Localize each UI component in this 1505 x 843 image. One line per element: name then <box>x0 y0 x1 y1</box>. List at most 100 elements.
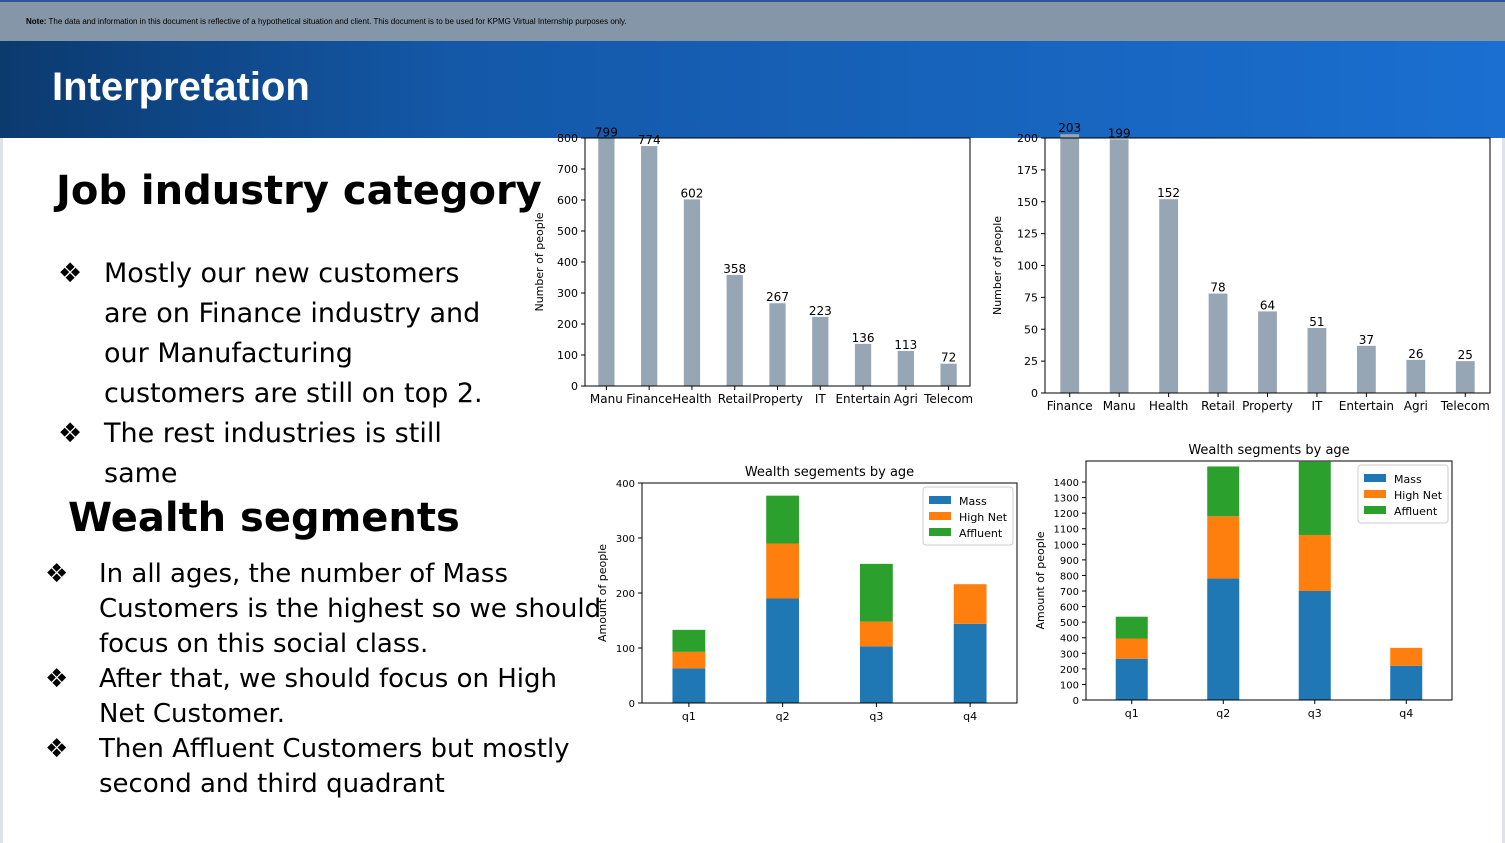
note-bar: Note: The data and information in this d… <box>0 0 1505 41</box>
bar-segment-affluent <box>766 495 800 544</box>
y-tick-label: 400 <box>557 256 578 269</box>
x-tick-label: Finance <box>1047 399 1093 413</box>
y-tick-label: 400 <box>1060 634 1079 645</box>
bar <box>854 343 872 386</box>
bar-segment-affluent <box>1298 461 1331 535</box>
bar <box>1208 293 1228 393</box>
bullet-diamond-icon: ❖ <box>58 258 83 289</box>
wealth-by-age-chart-old: Wealth segments by age Amount of people 0 1… <box>1034 443 1453 720</box>
bar-segment-high-net <box>1207 516 1240 579</box>
job-industry-bullets: ❖ Mostly our new customers are on Financ… <box>58 254 498 494</box>
chart-title: Wealth segements by age <box>745 465 914 480</box>
bar-segment-affluent <box>1207 466 1240 517</box>
bar-segment-high-net <box>1390 647 1423 666</box>
wealth-by-age-chart-new: Wealth segements by age Amount of people 0… <box>596 465 1018 723</box>
y-axis-label: Amount of people <box>1034 531 1047 629</box>
x-tick-label: q3 <box>869 710 883 723</box>
bar <box>1159 199 1179 393</box>
y-tick-label: 200 <box>557 318 578 331</box>
data-label: 37 <box>1359 333 1374 347</box>
y-tick-label: 125 <box>1017 228 1038 241</box>
x-tick-label: IT <box>1312 399 1324 413</box>
bullet-text: In all ages, the number of Mass Customer… <box>99 559 602 659</box>
bar-segment-high-net <box>1115 638 1148 659</box>
legend-swatch <box>1364 490 1386 498</box>
x-tick-label: q4 <box>963 710 977 723</box>
y-tick-label: 1200 <box>1054 509 1079 520</box>
data-label: 223 <box>809 304 832 318</box>
data-label: 602 <box>680 186 703 200</box>
bar <box>641 146 658 386</box>
y-tick-label: 0 <box>629 699 635 710</box>
legend-label: High Net <box>959 511 1008 524</box>
y-tick-label: 175 <box>1017 164 1038 177</box>
bar-segment-high-net <box>859 621 893 647</box>
note-label: Note: <box>26 17 47 26</box>
x-tick-label: Telecom <box>1440 399 1490 413</box>
plot-frame <box>1044 137 1491 394</box>
y-tick-label: 200 <box>616 589 635 600</box>
data-label: 78 <box>1210 281 1225 295</box>
y-tick-label: 700 <box>557 163 578 176</box>
bullet-item: ❖ In all ages, the number of Mass Custom… <box>45 557 605 662</box>
x-tick-label: Health <box>672 392 711 406</box>
data-label: 799 <box>595 125 618 139</box>
bar <box>683 199 701 386</box>
legend-swatch <box>929 528 951 536</box>
y-axis-label: Number of people <box>533 212 546 311</box>
bar <box>1258 311 1277 393</box>
chart-title: Wealth segments by age <box>1188 443 1349 458</box>
data-label: 358 <box>723 262 746 276</box>
x-tick-label: Manu <box>1103 399 1136 413</box>
bar <box>1109 139 1129 393</box>
bar-segment-affluent <box>859 563 893 622</box>
job-industry-chart-new: Number of people 0 25 50 75 100 125 150 175 200 20… <box>991 121 1491 413</box>
data-label: 25 <box>1458 348 1473 362</box>
bar <box>1307 327 1327 393</box>
y-tick-label: 500 <box>557 225 578 238</box>
legend-label: High Net <box>1394 489 1443 502</box>
y-tick-label: 0 <box>1031 387 1038 400</box>
legend-swatch <box>1364 474 1386 482</box>
legend-label: Mass <box>1394 473 1422 486</box>
bar-segment-mass <box>1298 591 1331 700</box>
bar-segment-mass <box>1390 665 1423 700</box>
bullet-item: ❖ Then Affluent Customers but mostly sec… <box>45 732 605 802</box>
legend-swatch <box>929 512 951 520</box>
bar-segment-high-net <box>672 651 706 669</box>
data-label: 199 <box>1108 126 1131 140</box>
plot-frame <box>584 137 971 387</box>
x-tick-label: Finance <box>626 392 672 406</box>
bullet-item: ❖ The rest industries is still same <box>58 414 498 494</box>
y-axis-label: Amount of people <box>596 544 609 642</box>
data-label: 113 <box>894 338 917 352</box>
job-industry-heading: Job industry category <box>56 168 542 214</box>
data-label: 267 <box>766 290 789 304</box>
x-tick-label: q2 <box>776 710 790 723</box>
legend-label: Mass <box>959 495 987 508</box>
x-tick-label: Entertain <box>1339 399 1394 413</box>
bullet-text: After that, we should focus on High Net … <box>99 664 558 729</box>
y-tick-label: 150 <box>1017 196 1038 209</box>
y-tick-label: 75 <box>1024 291 1038 304</box>
x-tick-label: Property <box>1242 399 1293 413</box>
y-tick-label: 300 <box>557 287 578 300</box>
y-tick-label: 1000 <box>1054 540 1079 551</box>
bullet-item: ❖ Mostly our new customers are on Financ… <box>58 254 498 414</box>
data-label: 136 <box>852 331 875 345</box>
title-bar: Interpretation <box>0 41 1505 138</box>
bar-segment-high-net <box>766 543 800 599</box>
x-tick-label: Retail <box>1201 399 1235 413</box>
bullet-text: Mostly our new customers are on Finance … <box>104 258 483 409</box>
data-label: 64 <box>1260 298 1275 312</box>
x-tick-label: Manu <box>590 392 623 406</box>
bar-segment-affluent <box>672 629 706 652</box>
x-tick-label: q3 <box>1308 707 1322 720</box>
x-tick-label: q1 <box>1125 707 1139 720</box>
y-tick-label: 100 <box>557 349 578 362</box>
y-tick-label: 50 <box>1024 323 1038 336</box>
x-tick-label: Entertain <box>835 392 890 406</box>
x-tick-label: q4 <box>1399 707 1413 720</box>
legend-label: Affluent <box>1394 505 1438 518</box>
y-tick-label: 600 <box>1060 603 1079 614</box>
